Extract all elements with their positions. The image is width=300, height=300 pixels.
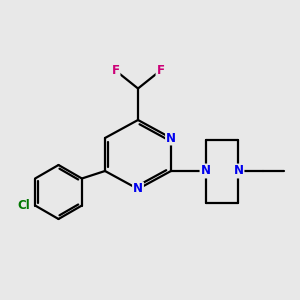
Text: N: N [200,164,211,178]
Text: Cl: Cl [17,199,30,212]
Text: F: F [112,64,119,77]
Text: N: N [166,131,176,145]
Text: N: N [133,182,143,196]
Text: N: N [233,164,244,178]
Text: F: F [157,64,164,77]
